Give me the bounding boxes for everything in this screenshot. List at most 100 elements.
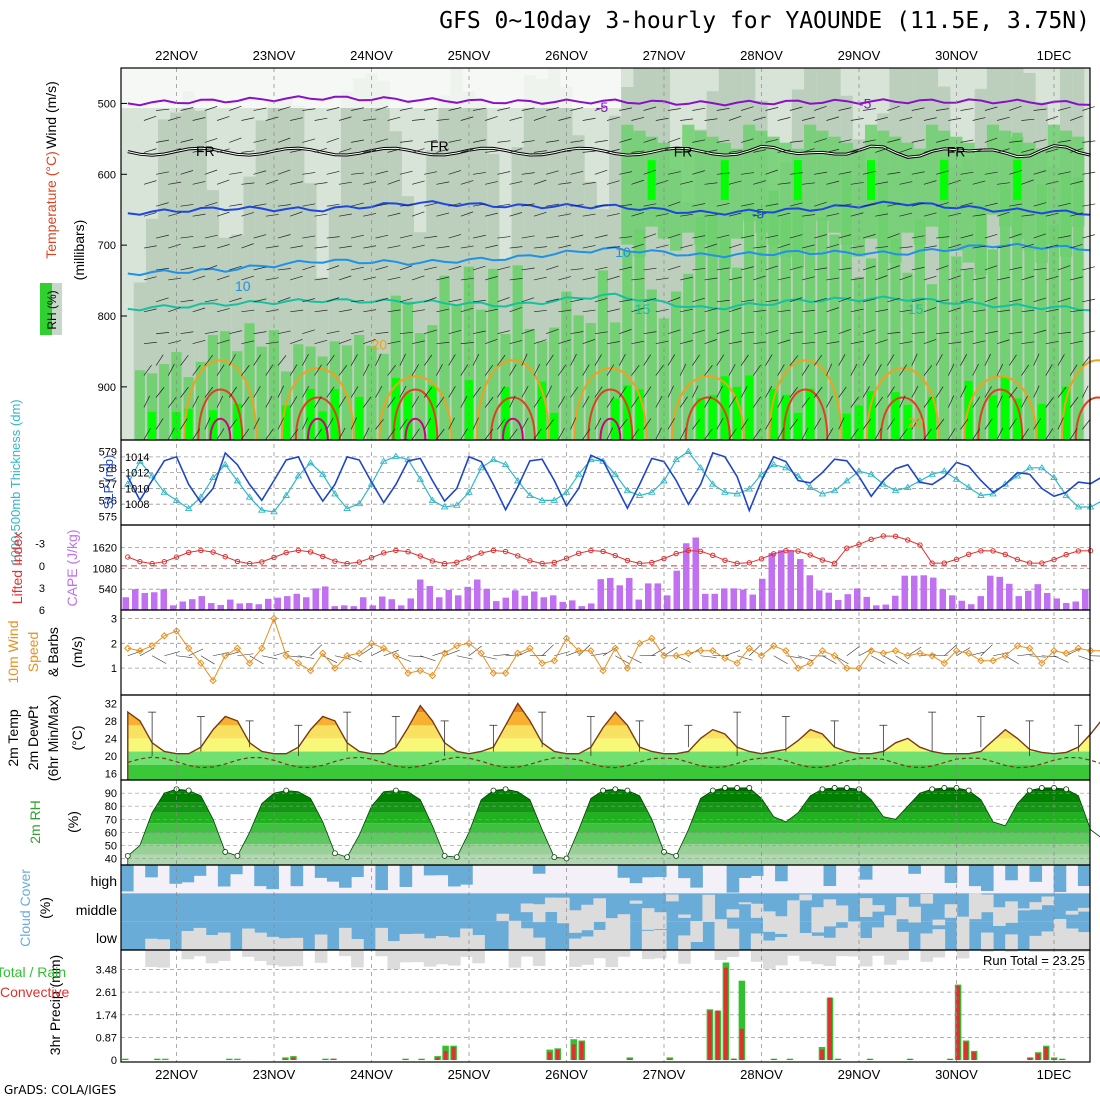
wind-barb	[533, 179, 547, 185]
wind-barb	[143, 364, 152, 376]
rh-zone-green	[415, 332, 426, 440]
cloud-low	[835, 927, 849, 957]
wind-barb	[716, 299, 730, 303]
wind-barb	[692, 139, 706, 143]
wind-speed-point	[1074, 644, 1083, 652]
wind-barb	[643, 138, 657, 143]
wind-speed-point	[977, 657, 985, 665]
wind-barb	[813, 386, 823, 398]
wind-barb	[785, 655, 802, 659]
cape-bar	[341, 605, 348, 610]
wind-barb	[229, 234, 242, 239]
rh-zone-green	[610, 322, 621, 440]
cloud-middle	[775, 916, 788, 934]
precip-total-bar	[738, 980, 746, 1060]
precip-total-bar	[226, 1058, 233, 1060]
wind-speed-point	[160, 632, 169, 640]
wind-barb	[338, 245, 352, 249]
isotherm-30c	[599, 418, 622, 441]
wind-barb	[545, 354, 554, 366]
lifted-index-point	[783, 547, 789, 554]
thickness-point	[136, 457, 144, 464]
precip-convective-bar	[707, 1010, 712, 1060]
wind-barb	[765, 330, 779, 335]
rh2m-point	[709, 787, 716, 794]
wind-barb	[716, 329, 730, 335]
wind-barb	[1021, 148, 1035, 153]
wind-barb	[533, 428, 542, 440]
wind-barb	[704, 308, 718, 313]
thickness-point	[806, 483, 815, 490]
cloud-low	[750, 933, 764, 962]
wind-barb	[606, 308, 620, 313]
thickness-point	[416, 475, 425, 482]
wind-barb	[277, 169, 291, 175]
label-2m-rh-units: (%)	[65, 811, 81, 833]
wind-barb	[935, 354, 943, 366]
wind-barb	[290, 117, 303, 121]
rh-zone-saturated	[988, 395, 998, 440]
wind-barb	[485, 181, 498, 185]
wind-barb	[387, 179, 401, 185]
precip-convective-bar	[731, 1058, 736, 1060]
wind-barb	[338, 181, 352, 185]
rh-zone-green	[731, 267, 743, 440]
run-total-bg	[979, 952, 1088, 969]
wind-barb	[972, 309, 986, 313]
wind-barb	[192, 307, 206, 313]
wind-barb	[204, 202, 218, 207]
rh-zone-green	[902, 272, 913, 440]
wind-barb	[814, 297, 827, 303]
wind-barb	[643, 267, 657, 271]
wind-barb	[509, 395, 516, 408]
wind-barb	[741, 266, 754, 271]
wind-barb	[497, 418, 506, 430]
rh-zone-upper	[828, 136, 841, 233]
rh2m-point	[502, 786, 509, 793]
date-label-top: 29NOV	[838, 48, 881, 63]
wind-barb	[692, 385, 699, 398]
cloud-middle	[968, 893, 982, 920]
wind-barb	[1082, 355, 1091, 366]
cloud-high	[339, 865, 352, 888]
wind-barb	[728, 364, 736, 376]
thickness-point	[160, 488, 169, 495]
wind-barb	[582, 117, 596, 121]
wind-speed-point	[282, 652, 290, 660]
wind-barb	[801, 148, 815, 153]
wind-barb	[838, 297, 851, 303]
wind-barb	[1033, 353, 1040, 366]
cape-bar	[398, 605, 405, 610]
cloud-middle	[811, 907, 825, 933]
wind-speed-point	[904, 652, 912, 660]
rh-zone-green	[963, 269, 974, 440]
precip-convective-bar	[1036, 1053, 1041, 1060]
wind-barb	[911, 353, 918, 366]
y-tick-label: 32	[105, 698, 117, 710]
cloud-high	[314, 865, 328, 878]
date-label-bottom: 30NOV	[935, 1067, 978, 1082]
wind-speed-point	[769, 642, 778, 650]
wind-barb	[1082, 140, 1096, 143]
wind-barb	[168, 427, 175, 440]
wind-barb	[485, 308, 498, 313]
precip-convective-bar	[739, 1028, 744, 1060]
precip-convective-bar	[1060, 1059, 1065, 1060]
wind-barb	[728, 396, 737, 408]
wind-barb	[631, 243, 644, 249]
wind-speed-point	[489, 669, 498, 677]
wind-barb	[997, 309, 1010, 313]
wind-barb	[667, 297, 681, 303]
wind-barb	[1045, 212, 1059, 217]
wind-barb	[558, 396, 566, 408]
wind-barb	[265, 245, 279, 249]
wind-barb	[1069, 428, 1078, 440]
cape-bar	[474, 579, 481, 610]
wind-barb	[570, 234, 584, 239]
rh-zone-saturated	[732, 386, 742, 440]
wind-speed-point	[233, 644, 242, 652]
panel-frame	[120, 949, 1091, 1063]
wind-barb	[850, 149, 864, 153]
temp-band	[127, 703, 1090, 713]
wind-barb	[777, 243, 791, 249]
